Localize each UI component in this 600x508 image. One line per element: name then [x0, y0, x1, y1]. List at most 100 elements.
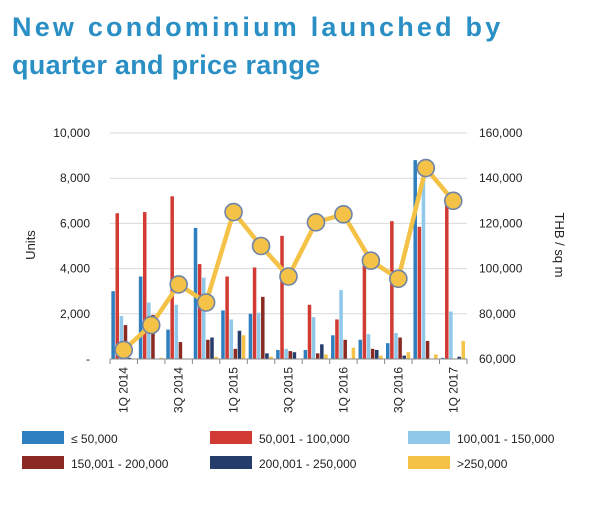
price-point — [114, 340, 134, 360]
bar — [307, 304, 312, 359]
bar — [233, 348, 238, 359]
bar — [315, 353, 320, 359]
bar — [379, 355, 383, 359]
price-point — [279, 267, 298, 286]
price-point — [251, 236, 271, 256]
legend-swatch — [22, 431, 64, 444]
legend-swatch — [210, 431, 252, 444]
bar — [311, 317, 316, 359]
bar — [138, 276, 143, 359]
bar — [425, 340, 430, 359]
bar — [256, 312, 261, 359]
legend-label: >250,000 — [457, 457, 508, 471]
price-point — [196, 293, 216, 312]
bar — [142, 212, 147, 359]
legend-swatch — [22, 456, 64, 469]
y-right-tick-label: 60,000 — [479, 352, 516, 366]
bar — [269, 356, 273, 359]
y-right-axis-title: THB / sq m — [552, 212, 567, 277]
bar — [284, 348, 288, 359]
bar — [127, 357, 132, 359]
x-tick-label: 3Q 2014 — [172, 367, 186, 413]
chart-title: New condominium launched by quarter and … — [12, 8, 592, 84]
legend-swatch — [408, 431, 450, 444]
legend-label: ≤ 50,000 — [71, 432, 118, 446]
bar — [111, 291, 115, 359]
x-tick-label: 1Q 2016 — [336, 367, 350, 413]
price-point — [306, 212, 326, 232]
y-left-tick-label: - — [86, 352, 90, 366]
bar — [276, 349, 280, 359]
bar — [166, 329, 170, 359]
y-left-tick-label: 2,000 — [60, 307, 90, 321]
bar — [248, 313, 253, 359]
x-tick-label: 3Q 2016 — [391, 367, 405, 413]
bar — [417, 226, 422, 359]
bar — [115, 213, 120, 359]
chart-title-line-2: quarter and price range — [12, 50, 321, 80]
y-right-tick-label: 160,000 — [479, 126, 523, 140]
legend-label: 50,001 - 100,000 — [259, 432, 350, 446]
bar — [151, 314, 155, 359]
bar — [229, 319, 233, 359]
chart-title-line-1: New condominium launched by — [12, 12, 504, 42]
price-point — [169, 275, 188, 294]
bar — [331, 335, 335, 359]
bar — [457, 356, 461, 359]
bar — [237, 330, 242, 359]
bar — [445, 197, 449, 359]
bar — [370, 348, 375, 359]
legend-label: 100,001 - 150,000 — [457, 432, 555, 446]
bar — [385, 343, 390, 359]
bar — [413, 160, 417, 359]
bar — [241, 335, 246, 359]
bar — [351, 347, 356, 359]
x-tick-label: 1Q 2015 — [227, 367, 241, 413]
y-left-axis-title: Units — [23, 230, 38, 260]
bar — [406, 352, 411, 359]
bar — [390, 221, 394, 359]
bar — [339, 290, 343, 359]
bar — [343, 339, 347, 359]
bar — [201, 277, 206, 359]
bar — [366, 334, 371, 359]
bar — [303, 349, 308, 359]
bar — [320, 344, 324, 359]
bar — [292, 352, 297, 359]
bar — [225, 276, 229, 359]
bar — [440, 357, 445, 359]
price-point — [334, 205, 353, 224]
legend-label: 150,001 - 200,000 — [71, 457, 169, 471]
bar — [265, 353, 269, 359]
y-right-tick-label: 120,000 — [479, 216, 523, 230]
y-right-tick-label: 100,000 — [479, 262, 523, 276]
price-point — [389, 269, 408, 289]
y-left-tick-label: 10,000 — [53, 126, 90, 140]
bar — [335, 319, 339, 359]
x-tick-label: 3Q 2015 — [282, 367, 296, 413]
bar — [288, 351, 293, 359]
bar — [261, 296, 265, 359]
x-tick-label: 1Q 2017 — [446, 367, 460, 413]
bar — [398, 337, 402, 359]
bar — [252, 267, 257, 359]
bar — [421, 164, 426, 359]
bar — [210, 337, 214, 359]
bar — [197, 264, 202, 359]
bar — [170, 196, 174, 359]
y-right-tick-label: 80,000 — [479, 307, 516, 321]
bar — [449, 311, 453, 359]
bar — [394, 333, 398, 359]
y-left-tick-label: 4,000 — [60, 262, 90, 276]
bar — [362, 264, 367, 359]
bar — [221, 310, 225, 359]
bar — [178, 342, 183, 359]
price-point — [443, 191, 463, 211]
bar — [280, 235, 284, 359]
bar — [159, 357, 163, 359]
bar — [324, 354, 328, 359]
price-point — [141, 315, 161, 335]
bar — [214, 356, 218, 359]
price-point — [361, 251, 381, 270]
